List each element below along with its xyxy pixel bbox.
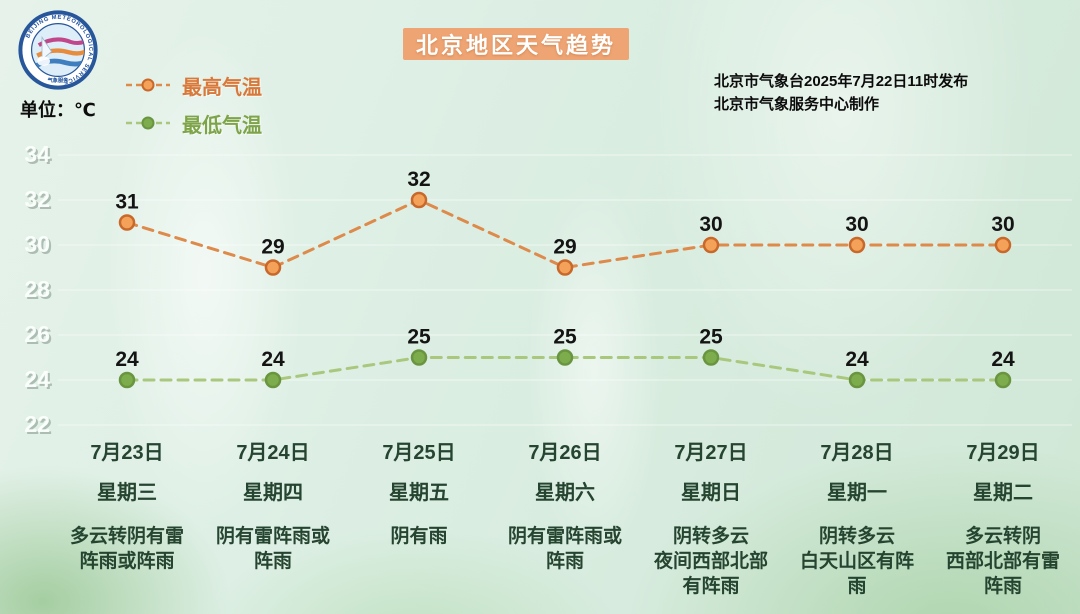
day-weather-description: 阴有雨 bbox=[390, 526, 448, 547]
data-value-label: 24 bbox=[845, 348, 869, 371]
y-tick-label: 34 bbox=[24, 141, 50, 167]
legend-label: 最低气温 bbox=[182, 114, 262, 137]
day-weekday: 星期六 bbox=[535, 482, 595, 504]
y-tick-shadow: 30 bbox=[26, 233, 52, 259]
data-point-high bbox=[994, 236, 1012, 254]
data-value-label: 30 bbox=[699, 213, 722, 236]
y-tick-shadow: 24 bbox=[26, 368, 52, 394]
data-value-label: 24 bbox=[991, 348, 1015, 371]
data-point-high bbox=[848, 236, 866, 254]
day-weather-description: 多云转阴 西部北部有雷 阵雨 bbox=[945, 526, 1060, 597]
data-point-high bbox=[702, 236, 720, 254]
day-weekday: 星期四 bbox=[243, 482, 303, 504]
legend-label: 最高气温 bbox=[182, 76, 262, 99]
data-point-high bbox=[264, 259, 282, 276]
day-date: 7月27日 bbox=[674, 442, 748, 464]
data-point-low bbox=[702, 349, 720, 366]
high-temp-line-icon bbox=[126, 78, 170, 92]
legend-item-low: 最低气温 bbox=[124, 110, 262, 137]
source-line-1: 北京市气象台2025年7月22日11时发布 bbox=[714, 73, 969, 90]
legend-item-high: 最高气温 bbox=[124, 72, 262, 99]
day-weather-description: 多云转阴有雷 阵雨或阵雨 bbox=[69, 526, 184, 572]
day-date: 7月26日 bbox=[528, 442, 602, 464]
day-weekday: 星期二 bbox=[973, 482, 1033, 504]
day-weekday: 星期五 bbox=[389, 482, 449, 504]
data-point-low bbox=[410, 349, 428, 366]
logo-bottom-text: 气象服务 bbox=[47, 76, 70, 84]
y-tick-shadow: 32 bbox=[26, 188, 52, 214]
data-value-label: 25 bbox=[553, 326, 577, 349]
data-value-label: 30 bbox=[991, 213, 1014, 236]
data-value-label: 29 bbox=[261, 236, 284, 259]
y-tick-shadow: 26 bbox=[26, 323, 52, 349]
day-weekday: 星期三 bbox=[97, 482, 157, 504]
day-date: 7月29日 bbox=[966, 442, 1040, 464]
day-column: 7月24日星期四阴有雷阵雨或 阵雨 bbox=[198, 442, 348, 574]
low-temp-line-icon bbox=[126, 116, 170, 130]
y-tick-label: 24 bbox=[24, 366, 50, 392]
day-column: 7月28日星期一阴转多云 白天山区有阵 雨 bbox=[782, 442, 932, 599]
day-date: 7月24日 bbox=[236, 442, 310, 464]
data-point-high bbox=[556, 259, 574, 276]
day-weather-description: 阴有雷阵雨或 阵雨 bbox=[507, 526, 622, 572]
data-point-high bbox=[410, 191, 428, 209]
data-value-label: 29 bbox=[553, 236, 576, 259]
source-info: 北京市气象台2025年7月22日11时发布 北京市气象服务中心制作 bbox=[714, 70, 968, 116]
data-point-low bbox=[264, 371, 282, 389]
day-date: 7月25日 bbox=[382, 442, 456, 464]
data-value-label: 31 bbox=[115, 191, 139, 214]
data-value-label: 25 bbox=[407, 326, 431, 349]
day-column: 7月29日星期二多云转阴 西部北部有雷 阵雨 bbox=[928, 442, 1078, 599]
y-tick-shadow: 22 bbox=[26, 413, 52, 439]
data-point-low bbox=[556, 349, 574, 366]
data-value-label: 24 bbox=[261, 348, 285, 371]
data-point-low bbox=[994, 371, 1012, 389]
y-tick-label: 26 bbox=[24, 321, 50, 347]
day-weekday: 星期一 bbox=[827, 482, 887, 504]
y-tick-label: 30 bbox=[24, 231, 50, 257]
day-column: 7月27日星期日阴转多云 夜间西部北部 有阵雨 bbox=[636, 442, 786, 599]
y-tick-label: 32 bbox=[24, 186, 50, 212]
legend: 最高气温 最低气温 bbox=[124, 72, 262, 137]
data-value-label: 25 bbox=[699, 326, 723, 349]
page-title: 北京地区天气趋势 bbox=[403, 28, 629, 60]
day-weekday: 星期日 bbox=[681, 482, 741, 504]
data-point-low bbox=[118, 371, 136, 389]
day-weather-description: 阴转多云 白天山区有阵 雨 bbox=[799, 526, 914, 597]
data-value-label: 32 bbox=[407, 168, 430, 191]
data-point-high bbox=[118, 214, 136, 231]
source-line-2: 北京市气象服务中心制作 bbox=[714, 96, 880, 113]
unit-label: 单位：℃ bbox=[20, 100, 96, 120]
day-column: 7月23日星期三多云转阴有雷 阵雨或阵雨 bbox=[52, 442, 202, 574]
data-value-label: 24 bbox=[115, 348, 139, 371]
day-weather-description: 阴有雷阵雨或 阵雨 bbox=[215, 526, 330, 572]
x-axis-labels: 7月23日 星期三 多云转阴有雷 阵雨或阵雨 7月24日 星期四 阴有雷阵雨或 阵雨 7月2… bbox=[0, 442, 1080, 614]
day-date: 7月28日 bbox=[820, 442, 894, 464]
day-column: 7月26日星期六阴有雷阵雨或 阵雨 bbox=[490, 442, 640, 574]
y-tick-shadow: 34 bbox=[26, 143, 52, 169]
y-tick-label: 22 bbox=[24, 411, 50, 437]
beijing-meteorological-service-logo-icon: BEIJING METEOROLOGICAL SERVICE 气象服务 bbox=[18, 10, 98, 90]
day-column: 7月25日星期五阴有雨 bbox=[344, 442, 494, 549]
data-point-low bbox=[848, 371, 866, 389]
day-weather-description: 阴转多云 夜间西部北部 有阵雨 bbox=[653, 526, 768, 597]
data-value-label: 30 bbox=[845, 213, 868, 236]
y-tick-shadow: 28 bbox=[26, 278, 52, 304]
y-tick-label: 28 bbox=[24, 276, 50, 302]
day-date: 7月23日 bbox=[90, 442, 164, 464]
